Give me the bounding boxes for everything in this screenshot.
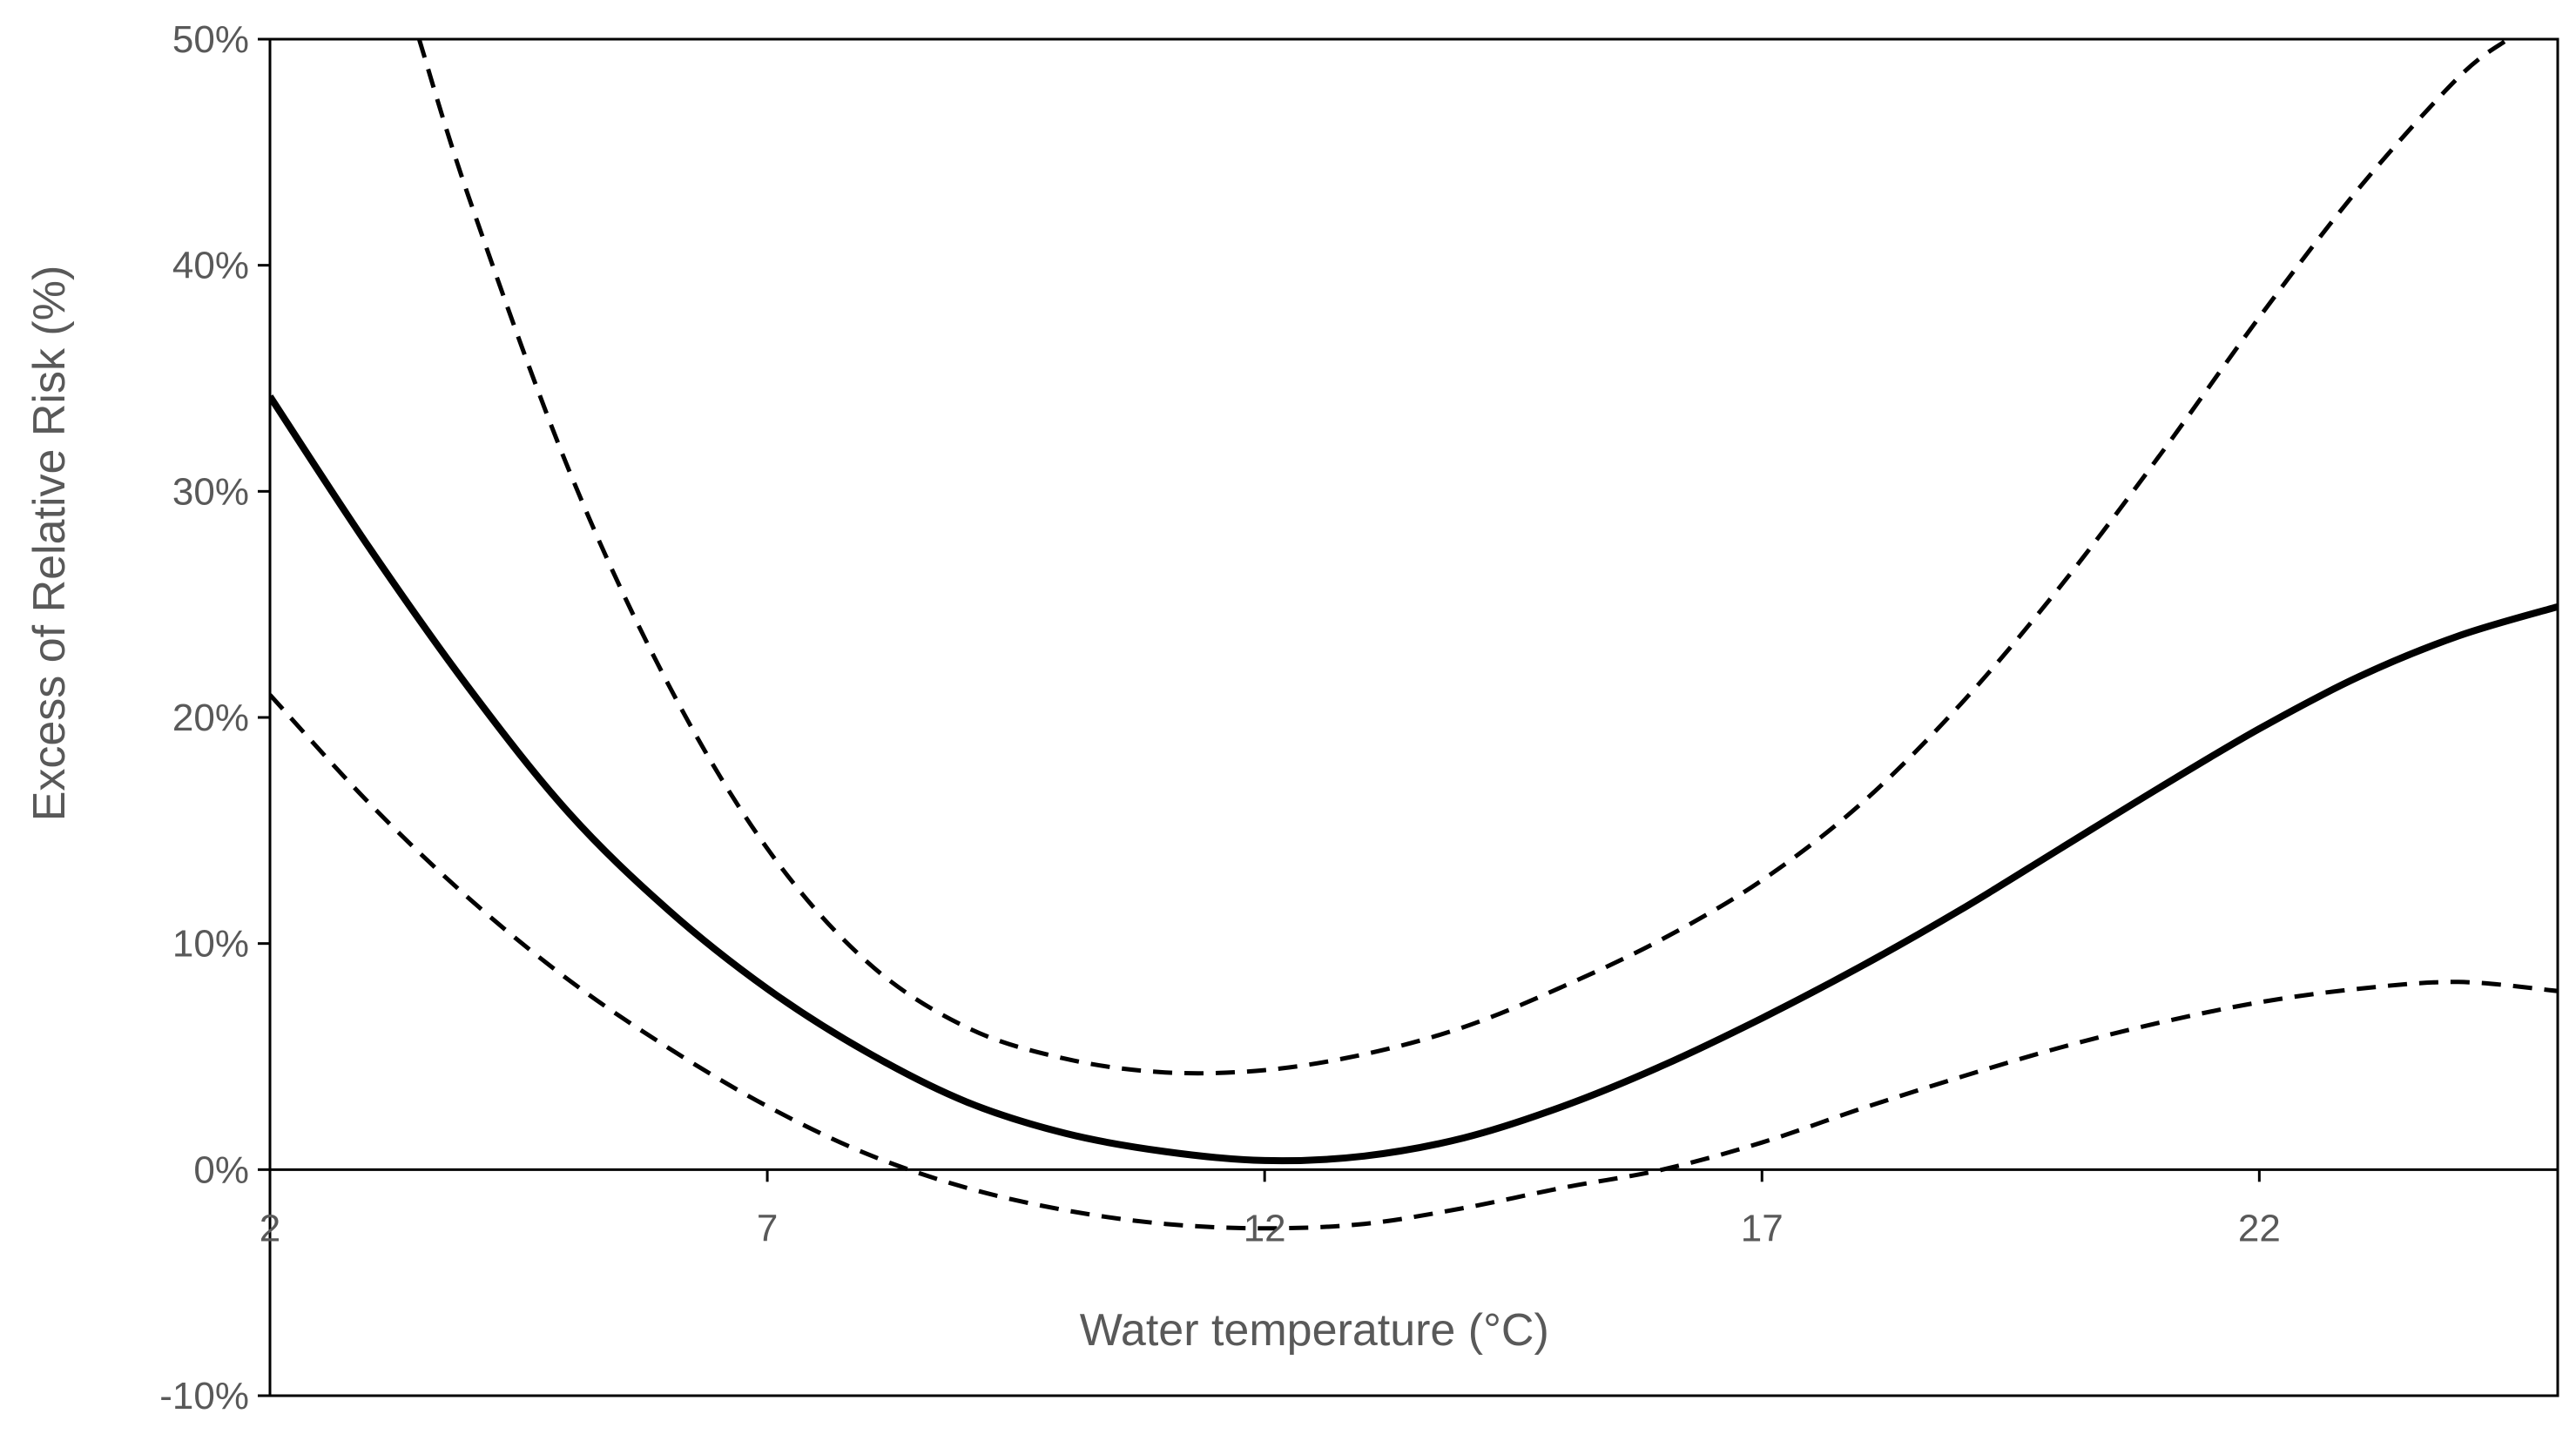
x-tick-label: 17 <box>1741 1207 1784 1249</box>
series-line-upper-ci <box>416 39 2510 1076</box>
y-tick-label: 10% <box>172 923 249 966</box>
y-tick-label: 20% <box>172 697 249 739</box>
y-axis-title: Excess of Relative Risk (%) <box>24 266 75 822</box>
plot-area <box>270 39 2558 1231</box>
x-tick-label: 7 <box>757 1207 778 1249</box>
axes: -10% 0% 10% 20% 30% 40% 50% 2 7 12 17 22 <box>159 18 2559 1417</box>
y-tick-label: 40% <box>172 245 249 287</box>
y-tick-label: 30% <box>172 470 249 513</box>
series-line-estimate <box>270 394 2558 1165</box>
series-line-lower-ci <box>270 693 2558 1231</box>
y-tick-label: 0% <box>193 1148 249 1191</box>
plot-frame <box>268 37 2559 1397</box>
y-tick-label: 50% <box>172 18 249 61</box>
x-tick-label: 2 <box>260 1207 280 1249</box>
x-axis-title: Water temperature (°C) <box>1080 1305 1549 1356</box>
y-tick-label: -10% <box>159 1375 249 1417</box>
x-tick-label: 22 <box>2238 1207 2281 1249</box>
x-tick-label: 12 <box>1244 1207 1286 1249</box>
